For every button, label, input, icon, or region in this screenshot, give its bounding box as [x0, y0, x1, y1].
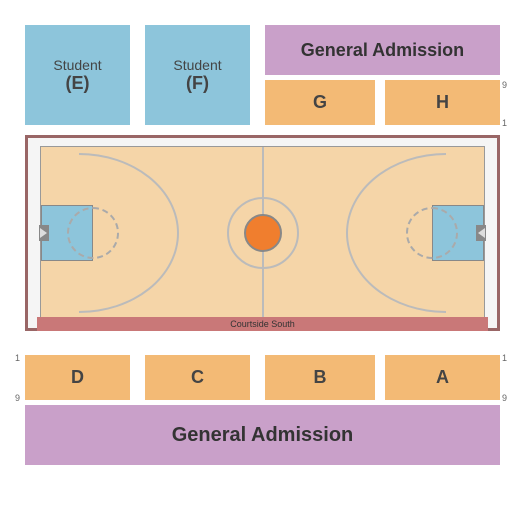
- row-marker: 9: [15, 393, 20, 403]
- backboard-icon: [40, 228, 47, 238]
- section-d[interactable]: D: [25, 355, 130, 400]
- ga-label: General Admission: [172, 424, 354, 447]
- section-letter-c: C: [191, 367, 204, 388]
- row-marker: 1: [502, 118, 507, 128]
- ga-label: General Admission: [301, 40, 464, 61]
- section-letter-f: (F): [186, 73, 209, 94]
- section-letter-h: H: [436, 92, 449, 113]
- row-marker: 1: [502, 353, 507, 363]
- section-h[interactable]: H: [385, 80, 500, 125]
- student-label: Student: [53, 57, 101, 73]
- courtside-label: Courtside South: [230, 319, 295, 329]
- section-b[interactable]: B: [265, 355, 375, 400]
- basketball-court: [25, 135, 500, 345]
- row-marker: 9: [502, 393, 507, 403]
- section-letter-e: (E): [66, 73, 90, 94]
- section-student-e[interactable]: Student (E): [25, 25, 130, 125]
- center-circle: [244, 214, 282, 252]
- courtside-south[interactable]: Courtside South: [37, 317, 488, 331]
- section-ga-top[interactable]: General Admission: [265, 25, 500, 75]
- section-student-f[interactable]: Student (F): [145, 25, 250, 125]
- section-ga-bottom[interactable]: General Admission: [25, 405, 500, 465]
- section-letter-d: D: [71, 367, 84, 388]
- section-letter-g: G: [313, 92, 327, 113]
- freethrow-circle-right: [406, 207, 458, 259]
- seating-chart: Student (E) Student (F) General Admissio…: [25, 25, 500, 500]
- row-marker: 1: [15, 353, 20, 363]
- court-border: [25, 135, 500, 331]
- section-letter-b: B: [314, 367, 327, 388]
- section-letter-a: A: [436, 367, 449, 388]
- freethrow-circle-left: [67, 207, 119, 259]
- row-marker: 9: [502, 80, 507, 90]
- hoop-right: [476, 225, 486, 241]
- section-g[interactable]: G: [265, 80, 375, 125]
- hoop-left: [39, 225, 49, 241]
- court-floor: [40, 146, 485, 320]
- backboard-icon: [478, 228, 485, 238]
- student-label: Student: [173, 57, 221, 73]
- section-a[interactable]: A: [385, 355, 500, 400]
- section-c[interactable]: C: [145, 355, 250, 400]
